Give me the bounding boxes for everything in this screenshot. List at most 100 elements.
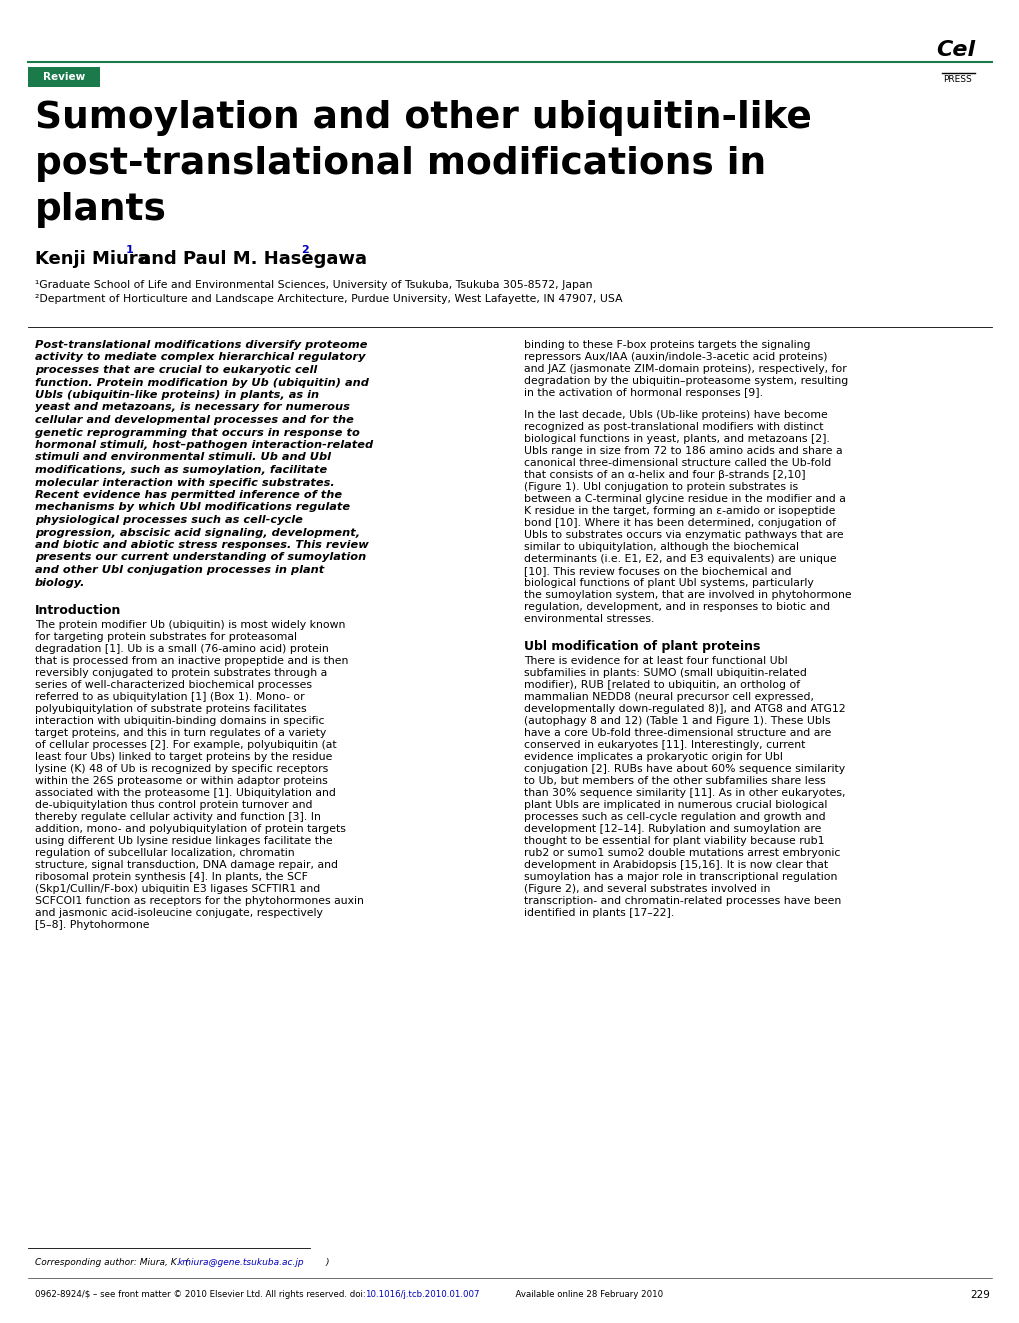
Text: yeast and metazoans, is necessary for numerous: yeast and metazoans, is necessary for nu… xyxy=(35,402,350,413)
Text: environmental stresses.: environmental stresses. xyxy=(524,614,654,624)
Text: Cel: Cel xyxy=(935,40,974,60)
Text: of cellular processes [2]. For example, polyubiquitin (at: of cellular processes [2]. For example, … xyxy=(35,740,336,750)
Text: ²Department of Horticulture and Landscape Architecture, Purdue University, West : ²Department of Horticulture and Landscap… xyxy=(35,294,622,304)
Text: between a C-terminal glycine residue in the modifier and a: between a C-terminal glycine residue in … xyxy=(524,493,845,504)
Text: conjugation [2]. RUBs have about 60% sequence similarity: conjugation [2]. RUBs have about 60% seq… xyxy=(524,763,845,774)
Text: identified in plants [17–22].: identified in plants [17–22]. xyxy=(524,908,674,918)
Text: biological functions of plant Ubl systems, particularly: biological functions of plant Ubl system… xyxy=(524,578,813,587)
Text: sumoylation has a major role in transcriptional regulation: sumoylation has a major role in transcri… xyxy=(524,872,837,882)
Text: In the last decade, Ubls (Ub-like proteins) have become: In the last decade, Ubls (Ub-like protei… xyxy=(524,410,827,419)
Text: 0962-8924/$ – see front matter © 2010 Elsevier Ltd. All rights reserved. doi:: 0962-8924/$ – see front matter © 2010 El… xyxy=(35,1290,366,1299)
Text: reversibly conjugated to protein substrates through a: reversibly conjugated to protein substra… xyxy=(35,668,327,677)
Text: developmentally down-regulated 8)], and ATG8 and ATG12: developmentally down-regulated 8)], and … xyxy=(524,704,845,714)
Text: degradation by the ubiquitin–proteasome system, resulting: degradation by the ubiquitin–proteasome … xyxy=(524,376,848,386)
Text: Corresponding author: Miura, K.  (: Corresponding author: Miura, K. ( xyxy=(35,1258,189,1267)
Text: Ubl modification of plant proteins: Ubl modification of plant proteins xyxy=(524,640,759,654)
Text: structure, signal transduction, DNA damage repair, and: structure, signal transduction, DNA dama… xyxy=(35,860,337,871)
Text: that consists of an α-helix and four β-strands [2,10]: that consists of an α-helix and four β-s… xyxy=(524,470,805,480)
Text: Ubls range in size from 72 to 186 amino acids and share a: Ubls range in size from 72 to 186 amino … xyxy=(524,446,842,456)
Text: the sumoylation system, that are involved in phytohormone: the sumoylation system, that are involve… xyxy=(524,590,851,601)
Text: polyubiquitylation of substrate proteins facilitates: polyubiquitylation of substrate proteins… xyxy=(35,704,307,714)
Text: Available online 28 February 2010: Available online 28 February 2010 xyxy=(510,1290,662,1299)
Text: PRESS: PRESS xyxy=(943,75,971,83)
Text: to Ub, but members of the other subfamilies share less: to Ub, but members of the other subfamil… xyxy=(524,777,825,786)
Text: and JAZ (jasmonate ZIM-domain proteins), respectively, for: and JAZ (jasmonate ZIM-domain proteins),… xyxy=(524,364,846,374)
Text: repressors Aux/IAA (auxin/indole-3-acetic acid proteins): repressors Aux/IAA (auxin/indole-3-aceti… xyxy=(524,352,826,363)
Text: regulation, development, and in responses to biotic and: regulation, development, and in response… xyxy=(524,602,829,613)
Text: within the 26S proteasome or within adaptor proteins: within the 26S proteasome or within adap… xyxy=(35,777,327,786)
Text: de-ubiquitylation thus control protein turnover and: de-ubiquitylation thus control protein t… xyxy=(35,800,312,810)
Text: 1: 1 xyxy=(126,245,133,255)
Text: modifications, such as sumoylation, facilitate: modifications, such as sumoylation, faci… xyxy=(35,464,327,475)
Text: Sumoylation and other ubiquitin-like: Sumoylation and other ubiquitin-like xyxy=(35,101,811,136)
Text: transcription- and chromatin-related processes have been: transcription- and chromatin-related pro… xyxy=(524,896,841,906)
Text: plants: plants xyxy=(35,192,167,228)
Text: rub2 or sumo1 sumo2 double mutations arrest embryonic: rub2 or sumo1 sumo2 double mutations arr… xyxy=(524,848,840,859)
Text: 10.1016/j.tcb.2010.01.007: 10.1016/j.tcb.2010.01.007 xyxy=(365,1290,479,1299)
Text: plant Ubls are implicated in numerous crucial biological: plant Ubls are implicated in numerous cr… xyxy=(524,800,826,810)
Text: hormonal stimuli, host–pathogen interaction-related: hormonal stimuli, host–pathogen interact… xyxy=(35,441,373,450)
Text: Post-translational modifications diversify proteome: Post-translational modifications diversi… xyxy=(35,340,367,351)
Text: and jasmonic acid-isoleucine conjugate, respectively: and jasmonic acid-isoleucine conjugate, … xyxy=(35,908,323,918)
Text: Recent evidence has permitted inference of the: Recent evidence has permitted inference … xyxy=(35,490,341,500)
Text: referred to as ubiquitylation [1] (Box 1). Mono- or: referred to as ubiquitylation [1] (Box 1… xyxy=(35,692,305,703)
Text: Ubls (ubiquitin-like proteins) in plants, as in: Ubls (ubiquitin-like proteins) in plants… xyxy=(35,390,319,400)
Text: genetic reprogramming that occurs in response to: genetic reprogramming that occurs in res… xyxy=(35,427,360,438)
Text: cellular and developmental processes and for the: cellular and developmental processes and… xyxy=(35,415,354,425)
Text: molecular interaction with specific substrates.: molecular interaction with specific subs… xyxy=(35,478,334,487)
Text: ribosomal protein synthesis [4]. In plants, the SCF: ribosomal protein synthesis [4]. In plan… xyxy=(35,872,308,882)
Text: least four Ubs) linked to target proteins by the residue: least four Ubs) linked to target protein… xyxy=(35,751,332,762)
Text: evidence implicates a prokaryotic origin for Ubl: evidence implicates a prokaryotic origin… xyxy=(524,751,783,762)
Text: and Paul M. Hasegawa: and Paul M. Hasegawa xyxy=(132,250,367,269)
Text: 229: 229 xyxy=(969,1290,989,1301)
Text: regulation of subcellular localization, chromatin: regulation of subcellular localization, … xyxy=(35,848,294,859)
Text: conserved in eukaryotes [11]. Interestingly, current: conserved in eukaryotes [11]. Interestin… xyxy=(524,740,805,750)
Text: Introduction: Introduction xyxy=(35,605,121,617)
Text: binding to these F-box proteins targets the signaling: binding to these F-box proteins targets … xyxy=(524,340,810,351)
Text: biology.: biology. xyxy=(35,578,86,587)
Text: canonical three-dimensional structure called the Ub-fold: canonical three-dimensional structure ca… xyxy=(524,458,830,468)
Text: ): ) xyxy=(326,1258,329,1267)
Text: (Figure 2), and several substrates involved in: (Figure 2), and several substrates invol… xyxy=(524,884,769,894)
Text: activity to mediate complex hierarchical regulatory: activity to mediate complex hierarchical… xyxy=(35,352,365,363)
Text: determinants (i.e. E1, E2, and E3 equivalents) are unique: determinants (i.e. E1, E2, and E3 equiva… xyxy=(524,554,836,564)
Text: degradation [1]. Ub is a small (76-amino acid) protein: degradation [1]. Ub is a small (76-amino… xyxy=(35,644,328,654)
Text: [5–8]. Phytohormone: [5–8]. Phytohormone xyxy=(35,919,150,930)
Text: thereby regulate cellular activity and function [3]. In: thereby regulate cellular activity and f… xyxy=(35,812,321,822)
Text: subfamilies in plants: SUMO (small ubiquitin-related: subfamilies in plants: SUMO (small ubiqu… xyxy=(524,668,806,677)
Text: recognized as post-translational modifiers with distinct: recognized as post-translational modifie… xyxy=(524,422,822,433)
Text: Ubls to substrates occurs via enzymatic pathways that are: Ubls to substrates occurs via enzymatic … xyxy=(524,531,843,540)
Text: addition, mono- and polyubiquitylation of protein targets: addition, mono- and polyubiquitylation o… xyxy=(35,824,345,833)
Text: function. Protein modification by Ub (ubiquitin) and: function. Protein modification by Ub (ub… xyxy=(35,377,369,388)
Text: bond [10]. Where it has been determined, conjugation of: bond [10]. Where it has been determined,… xyxy=(524,519,836,528)
Text: The protein modifier Ub (ubiquitin) is most widely known: The protein modifier Ub (ubiquitin) is m… xyxy=(35,620,345,630)
Text: (autophagy 8 and 12) (Table 1 and Figure 1). These Ubls: (autophagy 8 and 12) (Table 1 and Figure… xyxy=(524,716,829,726)
Text: using different Ub lysine residue linkages facilitate the: using different Ub lysine residue linkag… xyxy=(35,836,332,845)
Text: kmiura@gene.tsukuba.ac.jp: kmiura@gene.tsukuba.ac.jp xyxy=(178,1258,305,1267)
Text: target proteins, and this in turn regulates of a variety: target proteins, and this in turn regula… xyxy=(35,728,326,738)
FancyBboxPatch shape xyxy=(28,67,100,87)
Text: than 30% sequence similarity [11]. As in other eukaryotes,: than 30% sequence similarity [11]. As in… xyxy=(524,789,845,798)
Text: mammalian NEDD8 (neural precursor cell expressed,: mammalian NEDD8 (neural precursor cell e… xyxy=(524,692,813,703)
Text: associated with the proteasome [1]. Ubiquitylation and: associated with the proteasome [1]. Ubiq… xyxy=(35,789,335,798)
Text: in the activation of hormonal responses [9].: in the activation of hormonal responses … xyxy=(524,388,762,398)
Text: There is evidence for at least four functional Ubl: There is evidence for at least four func… xyxy=(524,656,787,665)
Text: that is processed from an inactive propeptide and is then: that is processed from an inactive prope… xyxy=(35,656,348,665)
Text: SCFCOI1 function as receptors for the phytohormones auxin: SCFCOI1 function as receptors for the ph… xyxy=(35,896,364,906)
Text: 2: 2 xyxy=(301,245,309,255)
Text: modifier), RUB [related to ubiquitin, an ortholog of: modifier), RUB [related to ubiquitin, an… xyxy=(524,680,799,691)
Text: Review: Review xyxy=(43,71,85,82)
Text: development in Arabidopsis [15,16]. It is now clear that: development in Arabidopsis [15,16]. It i… xyxy=(524,860,827,871)
Text: (Figure 1). Ubl conjugation to protein substrates is: (Figure 1). Ubl conjugation to protein s… xyxy=(524,482,797,492)
Text: for targeting protein substrates for proteasomal: for targeting protein substrates for pro… xyxy=(35,632,297,642)
Text: processes such as cell-cycle regulation and growth and: processes such as cell-cycle regulation … xyxy=(524,812,824,822)
Text: interaction with ubiquitin-binding domains in specific: interaction with ubiquitin-binding domai… xyxy=(35,716,324,726)
Text: development [12–14]. Rubylation and sumoylation are: development [12–14]. Rubylation and sumo… xyxy=(524,824,820,833)
Text: have a core Ub-fold three-dimensional structure and are: have a core Ub-fold three-dimensional st… xyxy=(524,728,830,738)
Text: thought to be essential for plant viability because rub1: thought to be essential for plant viabil… xyxy=(524,836,823,845)
Text: mechanisms by which Ubl modifications regulate: mechanisms by which Ubl modifications re… xyxy=(35,503,350,512)
Text: [10]. This review focuses on the biochemical and: [10]. This review focuses on the biochem… xyxy=(524,566,791,576)
Text: and biotic and abiotic stress responses. This review: and biotic and abiotic stress responses.… xyxy=(35,540,369,550)
Text: K residue in the target, forming an ε-amido or isopeptide: K residue in the target, forming an ε-am… xyxy=(524,505,835,516)
Text: biological functions in yeast, plants, and metazoans [2].: biological functions in yeast, plants, a… xyxy=(524,434,829,445)
